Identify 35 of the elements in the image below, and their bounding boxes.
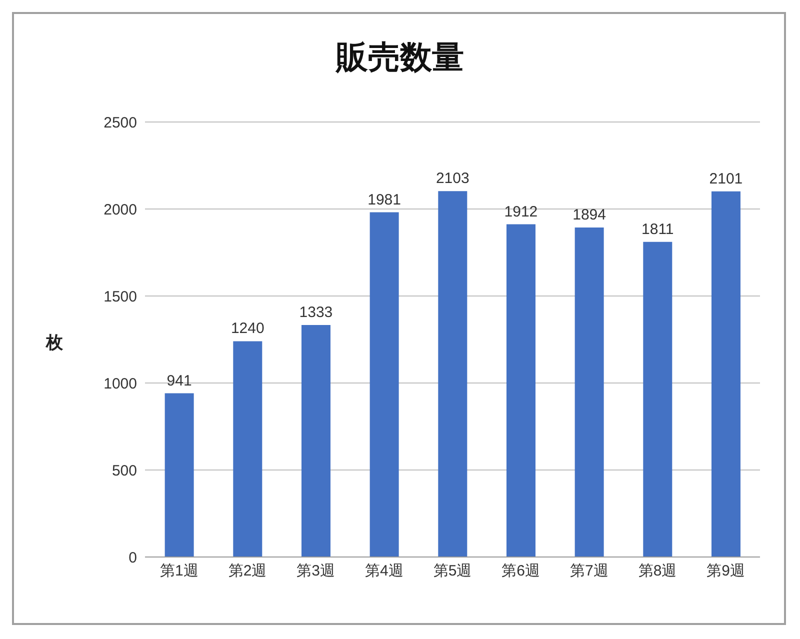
bar bbox=[643, 242, 672, 557]
data-label: 1333 bbox=[299, 304, 333, 322]
bar bbox=[711, 191, 740, 557]
y-tick-label: 500 bbox=[112, 462, 137, 480]
x-tick-label: 第8週 bbox=[638, 562, 677, 580]
data-label: 2103 bbox=[436, 170, 470, 188]
bar bbox=[164, 393, 194, 557]
x-tick-label: 第4週 bbox=[364, 562, 404, 580]
data-label: 1240 bbox=[230, 320, 264, 338]
x-tick-label: 第9週 bbox=[706, 562, 746, 580]
data-label: 2101 bbox=[709, 170, 743, 188]
data-label: 1981 bbox=[368, 191, 402, 208]
data-label: 941 bbox=[166, 372, 192, 390]
y-tick-label: 1500 bbox=[104, 288, 137, 306]
x-tick-label: 第6週 bbox=[502, 562, 540, 580]
chart-title: 販売数量 bbox=[334, 38, 465, 77]
data-label: 1894 bbox=[572, 206, 606, 224]
y-tick-label: 0 bbox=[128, 549, 137, 566]
bar bbox=[233, 341, 262, 557]
y-tick-label: 1000 bbox=[104, 375, 137, 392]
bar bbox=[370, 212, 399, 557]
data-label: 1912 bbox=[504, 203, 538, 220]
bar bbox=[506, 224, 536, 557]
y-tick-label: 2500 bbox=[104, 114, 137, 132]
x-tick-label: 第2週 bbox=[228, 562, 267, 580]
y-axis-title: 枚 bbox=[46, 332, 63, 354]
x-tick-label: 第7週 bbox=[570, 562, 608, 580]
x-tick-label: 第5週 bbox=[433, 562, 472, 580]
bar bbox=[574, 227, 604, 557]
y-tick-label: 2000 bbox=[104, 201, 137, 218]
data-label: 1811 bbox=[642, 220, 674, 238]
bar bbox=[301, 325, 330, 557]
x-tick-label: 第3週 bbox=[296, 562, 336, 580]
x-tick-label: 第1週 bbox=[160, 562, 198, 580]
bar bbox=[438, 191, 468, 557]
